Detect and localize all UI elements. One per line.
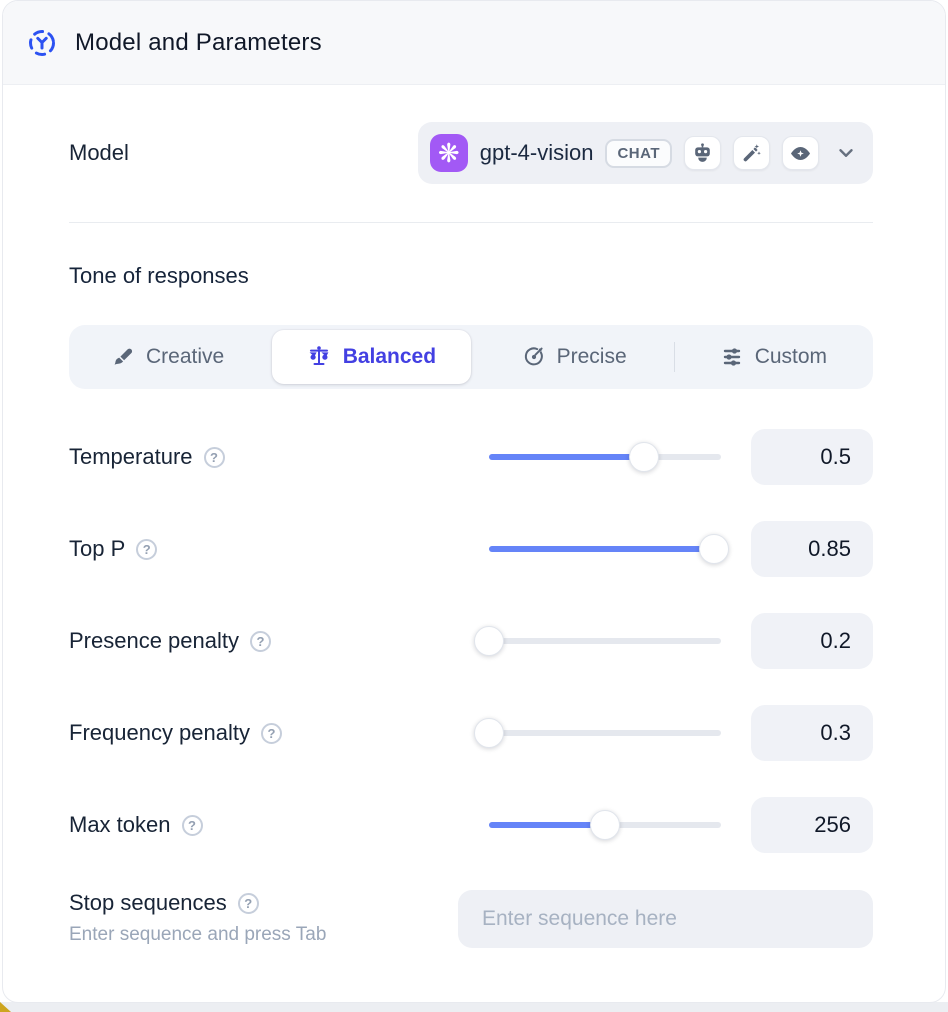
model-dashed-circle-icon xyxy=(27,28,57,58)
finetune-capability-badge xyxy=(733,136,770,170)
frequency-penalty-row: Frequency penalty ? 0.3 xyxy=(69,705,873,761)
tone-option-custom[interactable]: Custom xyxy=(675,330,873,384)
magic-wand-icon xyxy=(741,143,762,164)
vision-capability-badge xyxy=(782,136,819,170)
tone-heading: Tone of responses xyxy=(69,263,249,288)
presence-penalty-value[interactable]: 0.2 xyxy=(751,613,873,669)
stop-sequences-label: Stop sequences xyxy=(69,890,227,915)
temperature-slider[interactable] xyxy=(489,441,721,473)
model-name: gpt-4-vision xyxy=(479,140,594,165)
max-token-row: Max token ? 256 xyxy=(69,797,873,853)
tone-option-label: Creative xyxy=(146,345,225,368)
slider-thumb[interactable] xyxy=(629,442,660,472)
slider-fill xyxy=(489,546,715,552)
chevron-down-icon xyxy=(835,142,857,164)
temperature-row: Temperature ? 0.5 xyxy=(69,429,873,485)
max-token-label: Max token xyxy=(69,812,171,837)
model-select-dropdown[interactable]: ❋ gpt-4-vision CHAT xyxy=(417,122,873,184)
panel-content: Model ❋ gpt-4-vision CHAT xyxy=(3,122,945,988)
slider-thumb[interactable] xyxy=(590,810,620,840)
max-token-slider[interactable] xyxy=(489,809,721,841)
slider-fill xyxy=(489,822,605,828)
tone-option-label: Custom xyxy=(754,345,828,368)
stop-sequence-input[interactable] xyxy=(458,890,873,948)
paintbrush-icon xyxy=(112,346,134,368)
vision-eye-icon xyxy=(789,142,812,165)
frequency-penalty-value[interactable]: 0.3 xyxy=(751,705,873,761)
top-p-value[interactable]: 0.85 xyxy=(751,521,873,577)
presence-penalty-label: Presence penalty xyxy=(69,628,239,653)
slider-track[interactable] xyxy=(489,730,721,736)
slider-track[interactable] xyxy=(489,638,721,644)
temperature-value[interactable]: 0.5 xyxy=(751,429,873,485)
slider-thumb[interactable] xyxy=(474,626,504,656)
openai-logo-icon: ❋ xyxy=(429,134,468,172)
slider-thumb[interactable] xyxy=(699,534,730,564)
model-row: Model ❋ gpt-4-vision CHAT xyxy=(69,122,873,184)
segment-divider xyxy=(673,342,675,372)
tone-option-precise[interactable]: Precise xyxy=(476,330,674,384)
help-icon[interactable]: ? xyxy=(203,446,225,468)
help-icon[interactable]: ? xyxy=(237,892,259,914)
tone-option-balanced[interactable]: Balanced xyxy=(272,330,471,384)
top-p-label: Top P xyxy=(69,536,126,561)
presence-penalty-slider[interactable] xyxy=(474,625,721,657)
slider-thumb[interactable] xyxy=(474,718,504,748)
target-icon xyxy=(523,346,545,368)
max-token-value[interactable]: 256 xyxy=(751,797,873,853)
stop-sequences-helper: Enter sequence and press Tab xyxy=(69,924,327,945)
tone-option-label: Precise xyxy=(556,345,627,368)
presence-penalty-row: Presence penalty ? 0.2 xyxy=(69,613,873,669)
temperature-label: Temperature xyxy=(69,444,193,469)
frequency-penalty-label: Frequency penalty xyxy=(69,720,250,745)
page-background-strip xyxy=(0,1002,948,1012)
frequency-penalty-slider[interactable] xyxy=(474,717,721,749)
panel-header: Model and Parameters xyxy=(3,1,945,85)
top-p-slider[interactable] xyxy=(489,533,730,565)
tone-option-creative[interactable]: Creative xyxy=(69,330,267,384)
model-label: Model xyxy=(69,140,129,165)
panel-title: Model and Parameters xyxy=(75,28,322,56)
slider-fill xyxy=(489,454,645,460)
tone-option-label: Balanced xyxy=(342,345,437,368)
balance-scale-icon xyxy=(307,345,331,369)
help-icon[interactable]: ? xyxy=(250,630,271,652)
top-p-row: Top P ? 0.85 xyxy=(69,521,873,577)
robot-capability-badge xyxy=(684,136,721,170)
background-corner-decoration xyxy=(0,1002,11,1012)
tone-segmented-control: Creative Balanced xyxy=(69,325,873,389)
stop-sequences-row: Stop sequences ? Enter sequence and pres… xyxy=(69,890,873,988)
help-icon[interactable]: ? xyxy=(261,722,282,744)
section-divider xyxy=(69,222,873,223)
robot-icon xyxy=(692,142,713,164)
help-icon[interactable]: ? xyxy=(136,538,158,560)
chat-type-badge: CHAT xyxy=(605,138,672,168)
sliders-icon xyxy=(721,346,743,368)
help-icon[interactable]: ? xyxy=(181,814,203,836)
